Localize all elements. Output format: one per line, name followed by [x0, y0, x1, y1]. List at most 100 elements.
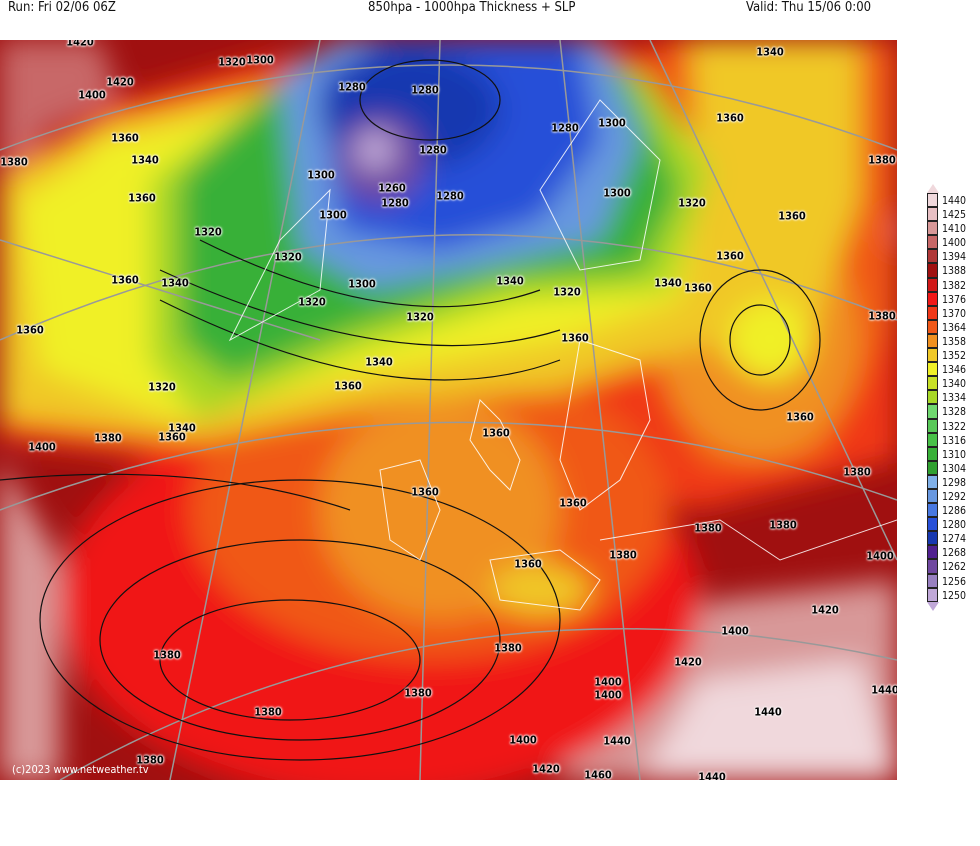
contour-label: 1380	[694, 521, 722, 535]
contour-label: 1420	[674, 655, 702, 669]
contour-label: 1400	[78, 88, 106, 102]
legend-label: 1382	[942, 279, 967, 292]
contour-label: 1280	[419, 143, 447, 157]
contour-label: 1420	[106, 75, 134, 89]
legend-swatch	[927, 207, 938, 222]
contour-label: 1340	[131, 153, 159, 167]
run-label: Run: Fri 02/06 06Z	[8, 0, 116, 15]
contour-label: 1340	[496, 274, 524, 288]
contour-label: 1360	[411, 485, 439, 499]
contour-label: 1340	[168, 421, 196, 435]
legend-item: 1268	[927, 545, 977, 560]
legend-item: 1316	[927, 432, 977, 447]
legend-label: 1256	[942, 575, 967, 588]
contour-label: 1280	[411, 83, 439, 97]
legend-label: 1425	[942, 209, 967, 222]
slp-isobars	[0, 59, 821, 761]
legend-swatch	[927, 319, 938, 334]
legend-item: 1334	[927, 390, 977, 405]
contour-label: 1360	[16, 323, 44, 337]
contour-label: 1360	[561, 331, 589, 345]
legend-item: 1440	[927, 193, 977, 208]
contour-label: 1380	[494, 641, 522, 655]
contour-label: 1360	[786, 410, 814, 424]
legend-swatch	[927, 277, 938, 292]
contour-label: 1300	[307, 168, 335, 182]
contour-label: 1320	[298, 295, 326, 309]
legend-label: 1394	[942, 251, 967, 264]
legend-label: 1358	[942, 335, 967, 348]
legend-swatch	[927, 333, 938, 349]
contour-label: 1320	[274, 250, 302, 264]
legend-swatch	[927, 559, 938, 574]
contour-label: 1320	[148, 380, 176, 394]
legend-item: 1388	[927, 263, 977, 278]
legend-swatch	[927, 221, 938, 236]
legend-swatch	[927, 235, 938, 250]
legend-swatch	[927, 503, 938, 518]
contour-label: 1380	[868, 153, 896, 167]
legend-item: 1358	[927, 333, 977, 349]
legend-item: 1370	[927, 305, 977, 320]
legend-item: 1400	[927, 235, 977, 250]
legend-label: 1346	[942, 364, 967, 377]
legend-item: 1310	[927, 446, 977, 461]
contour-label: 1260	[378, 181, 406, 195]
contour-label: 1420	[66, 40, 94, 49]
color-legend: 1440 1425 1410 1400 1394 1388 1382 1376 1370 1364…	[927, 184, 977, 611]
legend-item: 1292	[927, 488, 977, 504]
legend-item: 1262	[927, 559, 977, 574]
contour-label: 1280	[436, 189, 464, 203]
legend-label: 1304	[942, 462, 967, 475]
legend-swatch	[927, 362, 938, 377]
contour-label: 1400	[721, 624, 749, 638]
legend-label: 1298	[942, 476, 967, 489]
legend-swatch	[927, 193, 938, 208]
legend-item: 1328	[927, 404, 977, 419]
legend-arrow-down	[927, 601, 939, 611]
legend-swatch	[927, 263, 938, 278]
legend-label: 1388	[942, 265, 967, 278]
contour-label: 1300	[348, 277, 376, 291]
contour-label: 1440	[871, 683, 897, 697]
contour-label: 1440	[603, 734, 631, 748]
contour-label: 1380	[769, 518, 797, 532]
contour-label: 1380	[404, 686, 432, 700]
legend-swatch	[927, 418, 938, 433]
legend-arrow-up	[927, 184, 939, 193]
legend-item: 1298	[927, 474, 977, 489]
legend-item: 1376	[927, 291, 977, 306]
legend-label: 1328	[942, 406, 967, 419]
legend-item: 1364	[927, 319, 977, 334]
legend-item: 1346	[927, 362, 977, 377]
legend-swatch	[927, 404, 938, 419]
legend-label: 1268	[942, 547, 967, 560]
legend-swatch	[927, 376, 938, 391]
legend-item: 1286	[927, 503, 977, 518]
legend-item: 1250	[927, 587, 977, 602]
contour-label: 1360	[778, 209, 806, 223]
valid-time: Valid: Thu 15/06 0:00	[746, 0, 872, 15]
legend-swatch	[927, 249, 938, 264]
legend-swatch	[927, 432, 938, 447]
legend-swatch	[927, 488, 938, 504]
legend-label: 1274	[942, 533, 967, 546]
legend-label: 1340	[942, 378, 967, 391]
legend-item: 1256	[927, 573, 977, 588]
legend-item: 1425	[927, 207, 977, 222]
contour-label: 1360	[158, 430, 186, 444]
contour-label: 1400	[594, 675, 622, 689]
legend-item: 1352	[927, 348, 977, 363]
copyright-watermark: (c)2023 www.netweather.tv	[12, 763, 149, 776]
contour-label: 1380	[868, 309, 896, 323]
legend-label: 1310	[942, 448, 967, 461]
legend-swatch	[927, 305, 938, 320]
legend-label: 1440	[942, 195, 967, 207]
legend-swatch	[927, 348, 938, 363]
graticule	[0, 40, 897, 780]
legend-item: 1304	[927, 460, 977, 475]
contour-label: 1360	[111, 131, 139, 145]
contour-label: 1380	[153, 648, 181, 662]
legend-item: 1280	[927, 517, 977, 532]
contour-label: 1380	[94, 431, 122, 445]
